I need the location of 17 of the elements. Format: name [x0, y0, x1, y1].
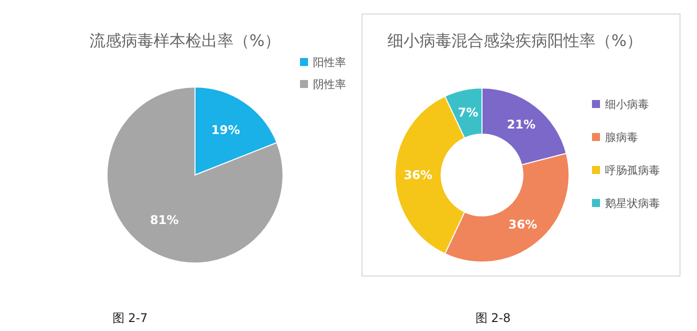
chart-title: 细小病毒混合感染疾病阳性率（%）	[387, 31, 643, 50]
data-label: 7%	[458, 106, 478, 120]
data-label: 36%	[404, 168, 432, 182]
legend-label: 阳性率	[313, 56, 346, 69]
legend-label: 细小病毒	[605, 98, 649, 111]
data-label: 81%	[150, 213, 179, 228]
legend-label: 呼肠孤病毒	[605, 164, 660, 177]
pie-slice	[106, 86, 284, 264]
legend-label: 阴性率	[313, 78, 346, 91]
data-label: 19%	[211, 122, 240, 137]
legend-label: 腺病毒	[605, 131, 638, 144]
caption: 图 2-8	[475, 311, 511, 325]
data-label: 36%	[508, 217, 538, 232]
caption: 图 2-7	[112, 311, 148, 325]
data-label: 21%	[506, 117, 536, 132]
legend-label: 鹅星状病毒	[605, 197, 660, 210]
chart-title: 流感病毒样本检出率（%）	[89, 31, 281, 50]
